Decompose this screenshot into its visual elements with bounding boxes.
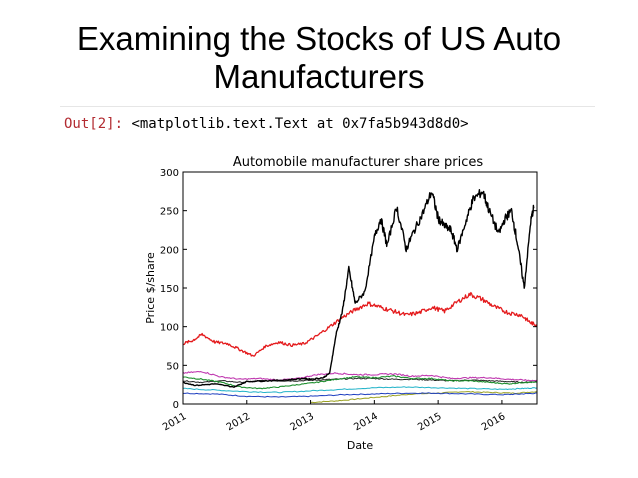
x-tick-label: 2014 [352, 411, 380, 433]
y-tick-label: 50 [166, 361, 179, 372]
y-tick-label: 200 [160, 245, 179, 256]
series-line-magenta [183, 370, 537, 382]
chart-title: Automobile manufacturer share prices [233, 155, 484, 170]
x-tick-label: 2016 [480, 411, 508, 433]
y-tick-label: 250 [160, 207, 179, 218]
out-prompt: Out[2]: [64, 116, 124, 132]
cell-divider [60, 106, 595, 107]
series-line-black-low [183, 377, 537, 384]
slide-title: Examining the Stocks of US Auto Manufact… [0, 20, 638, 96]
series-line-cyan [183, 386, 537, 394]
x-tick-label: 2011 [161, 411, 189, 433]
series-line-green [183, 375, 537, 390]
plot-frame [182, 171, 538, 405]
x-axis: 2011 2012 2013 2014 2015 2016 [161, 400, 507, 433]
x-tick-label: 2012 [225, 411, 253, 433]
y-axis-label: Price $/share [144, 252, 157, 324]
y-tick-label: 100 [160, 323, 179, 334]
slide-title-line-1: Examining the Stocks of US Auto [76, 20, 562, 57]
x-tick-label: 2015 [416, 411, 444, 433]
y-axis: 0 50 100 150 200 250 300 [160, 168, 537, 411]
y-tick-label: 0 [173, 400, 179, 411]
out-text: <matplotlib.text.Text at 0x7fa5b943d8d0> [131, 116, 469, 132]
x-tick-label: 2013 [289, 411, 317, 433]
series-line-red [183, 291, 537, 357]
slide-title-line-2: Manufacturers [213, 58, 425, 95]
series-line-blue [183, 392, 537, 398]
y-tick-label: 300 [160, 168, 179, 179]
series-line-black-high [183, 189, 535, 388]
notebook-output: Out[2]: <matplotlib.text.Text at 0x7fa5b… [64, 116, 469, 132]
x-axis-label: Date [347, 439, 374, 452]
y-tick-label: 150 [160, 284, 179, 295]
